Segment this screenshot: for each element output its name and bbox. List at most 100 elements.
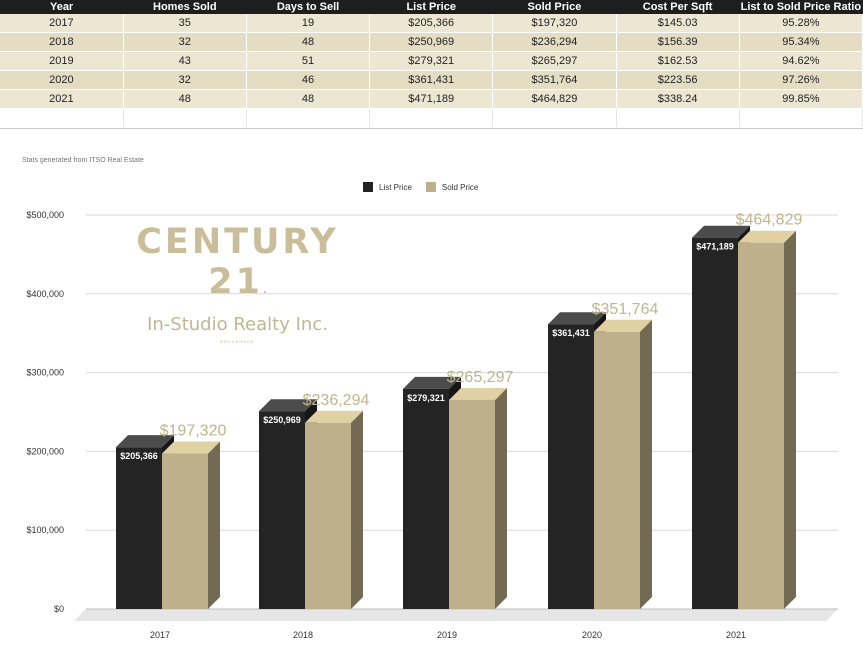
cell-year: 2018 (0, 32, 124, 52)
y-tick-label: $300,000 (26, 368, 64, 378)
cell-sold-price: $197,320 (492, 14, 617, 33)
legend-label-list-price: List Price (379, 182, 412, 192)
cell-homes-sold: 48 (123, 89, 247, 109)
bar-sold-price (594, 331, 640, 609)
bar-list-price (116, 447, 162, 609)
cell-days-to-sell: 19 (246, 14, 371, 33)
x-tick-label: 2019 (437, 630, 457, 640)
logo-subtitle: In-Studio Realty Inc. (147, 314, 328, 335)
cell-days-to-sell: 46 (246, 70, 371, 90)
cell-homes-sold: 43 (123, 51, 247, 71)
bar-sold-price-top (738, 230, 796, 243)
table-row: 2017 35 19 $205,366 $197,320 $145.03 95.… (0, 14, 863, 33)
cell-sold-price: $464,829 (492, 89, 617, 109)
header-list-price: List Price (369, 0, 493, 14)
cell-year: 2017 (0, 14, 124, 33)
bar-sold-price-side (495, 387, 507, 609)
table-row: 2018 32 48 $250,969 $236,294 $156.39 95.… (0, 32, 863, 52)
legend-item-sold-price: Sold Price (425, 182, 478, 192)
header-year: Year (0, 0, 124, 14)
cell-days-to-sell: 48 (246, 32, 371, 52)
legend-swatch-list-price (363, 182, 373, 192)
bar-list-price-top (403, 376, 461, 389)
cell-list-price: $250,969 (369, 32, 494, 52)
table-header-row: Year Homes Sold Days to Sell List Price … (0, 0, 863, 14)
data-label-sold-price: $197,320 (160, 423, 227, 440)
chart-legend: List Price Sold Price (363, 182, 492, 192)
header-homes-sold: Homes Sold (123, 0, 247, 14)
cell-year: 2019 (0, 51, 124, 71)
legend-swatch-sold-price (425, 182, 436, 192)
cell-ratio: 97.26% (739, 70, 863, 90)
cell-cost-per-sqft: $223.56 (616, 70, 740, 90)
cell-list-price: $279,321 (369, 51, 494, 71)
bar-list-price-top (692, 225, 750, 238)
table-row-empty (0, 108, 863, 128)
bar-sold-price-top (162, 441, 220, 454)
bar-list-price (403, 388, 449, 609)
chart-floor (74, 609, 838, 621)
cell-homes-sold: 35 (123, 14, 247, 33)
bar-sold-price (738, 242, 784, 609)
data-label-sold-price: $351,764 (592, 301, 659, 318)
bar-sold-price (449, 399, 495, 609)
header-ratio: List to Sold Price Ratio (739, 0, 863, 14)
cell-cost-per-sqft: $145.03 (616, 14, 740, 33)
x-tick-label: 2018 (293, 630, 313, 640)
bar-sold-price (162, 453, 208, 609)
data-label-list-price: $471,189 (696, 242, 734, 252)
bar-sold-price (305, 422, 351, 609)
bar-list-price-top (259, 399, 317, 412)
bar-list-price (259, 411, 305, 609)
cell-ratio: 95.34% (739, 32, 863, 52)
bar-sold-price-side (784, 230, 796, 609)
cell-ratio: 95.28% (739, 14, 863, 33)
table-row: 2020 32 46 $361,431 $351,764 $223.56 97.… (0, 70, 863, 90)
cell-cost-per-sqft: $162.53 (616, 51, 740, 71)
cell-ratio: 99.85% (739, 89, 863, 109)
data-label-list-price: $361,431 (552, 328, 590, 338)
bar-sold-price-top (305, 410, 363, 423)
bar-list-price (548, 324, 594, 609)
logo-tag: BROKERAGE (220, 339, 255, 344)
bar-list-price-top (548, 312, 606, 325)
bar-sold-price-side (208, 441, 220, 609)
cell-cost-per-sqft: $156.39 (616, 32, 740, 52)
y-tick-label: $200,000 (26, 446, 64, 456)
cell-list-price: $471,189 (369, 89, 494, 109)
data-label-list-price: $250,969 (263, 415, 301, 425)
cell-sold-price: $236,294 (492, 32, 617, 52)
y-tick-label: $0 (54, 604, 64, 614)
x-tick-label: 2017 (150, 630, 170, 640)
cell-ratio: 94.62% (739, 51, 863, 71)
y-tick-label: $500,000 (26, 210, 64, 220)
brand-logo: CENTURY 21. In-Studio Realty Inc. BROKER… (100, 222, 375, 344)
cell-homes-sold: 32 (123, 32, 247, 52)
logo-name: CENTURY 21 (136, 222, 339, 302)
legend-item-list-price: List Price (363, 182, 412, 192)
header-days-to-sell: Days to Sell (246, 0, 370, 14)
cell-days-to-sell: 51 (246, 51, 371, 71)
x-tick-label: 2021 (726, 630, 746, 640)
data-label-sold-price: $265,297 (447, 369, 514, 386)
table-divider (0, 128, 863, 129)
bar-sold-price-top (594, 319, 652, 332)
header-sold-price: Sold Price (492, 0, 617, 14)
table-row: 2019 43 51 $279,321 $265,297 $162.53 94.… (0, 51, 863, 71)
bar-sold-price-top (449, 387, 507, 400)
y-tick-label: $400,000 (26, 289, 64, 299)
bar-list-price-top (116, 435, 174, 448)
header-cost-per-sqft: Cost Per Sqft (616, 0, 740, 14)
cell-days-to-sell: 48 (246, 89, 371, 109)
cell-cost-per-sqft: $338.24 (616, 89, 740, 109)
cell-year: 2020 (0, 70, 124, 90)
data-label-sold-price: $464,829 (736, 212, 803, 229)
bar-sold-price-side (640, 319, 652, 609)
cell-list-price: $205,366 (369, 14, 494, 33)
cell-list-price: $361,431 (369, 70, 494, 90)
logo-registered-mark: . (262, 285, 267, 296)
data-label-list-price: $279,321 (407, 393, 445, 403)
stats-table: Year Homes Sold Days to Sell List Price … (0, 0, 863, 128)
data-label-list-price: $205,366 (120, 451, 158, 461)
